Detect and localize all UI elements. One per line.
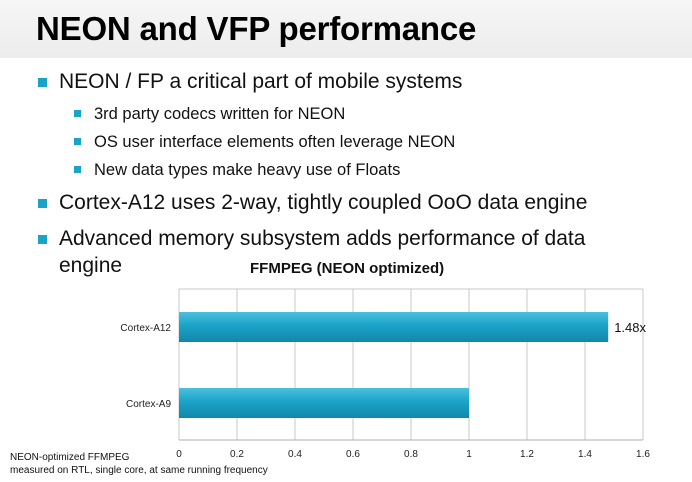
bullet-text: engine	[59, 254, 123, 277]
x-tick-label: 0.4	[288, 449, 302, 460]
bullet-item: NEON / FP a critical part of mobile syst…	[38, 69, 462, 95]
sub-bullet-square-icon	[74, 110, 81, 117]
sub-bullet-text: 3rd party codecs written for NEON	[94, 105, 346, 123]
category-label: Cortex-A12	[120, 323, 171, 334]
sub-bullet-item: New data types make heavy use of Floats	[74, 160, 400, 180]
x-tick-label: 1.2	[520, 449, 534, 460]
data-label: 1.48x	[614, 320, 646, 335]
sub-bullet-text: New data types make heavy use of Floats	[94, 161, 401, 179]
bullet-square-icon	[38, 78, 47, 87]
bullet-item: Cortex-A12 uses 2-way, tightly coupled O…	[38, 190, 587, 216]
x-tick-label: 0.6	[346, 449, 360, 460]
footnote-line: NEON-optimized FFMPEG	[10, 452, 130, 463]
chart-labels: 0 0.2 0.4 0.6 0.8 1 1.2 1.4 1.6 Cortex-A12 1.48x Co…	[120, 320, 650, 460]
bar	[179, 388, 469, 418]
bullet-text: Cortex-A12 uses 2-way, tightly coupled O…	[59, 191, 588, 214]
x-tick-label: 1.6	[636, 449, 650, 460]
x-tick-label: 0.2	[230, 449, 244, 460]
footnote-line: measured on RTL, single core, at same ru…	[10, 464, 268, 476]
chart-bars	[179, 312, 609, 418]
bullet-item: Advanced memory subsystem adds performan…	[38, 226, 585, 252]
sub-bullet-square-icon	[74, 166, 81, 173]
sub-bullet-square-icon	[74, 138, 81, 145]
x-tick-label: 0	[176, 449, 182, 460]
x-tick-label: 1	[466, 449, 472, 460]
slide-title: NEON and VFP performance	[36, 10, 477, 47]
bullet-text: Advanced memory subsystem adds performan…	[59, 227, 586, 250]
bar	[179, 312, 609, 342]
title-bar	[0, 0, 692, 58]
sub-bullet-text: OS user interface elements often leverag…	[94, 133, 456, 151]
sub-bullet-item: 3rd party codecs written for NEON	[74, 104, 345, 124]
sub-bullet-item: OS user interface elements often leverag…	[74, 132, 455, 152]
x-tick-label: 0.8	[404, 449, 418, 460]
x-tick-label: 1.4	[578, 449, 592, 460]
footnote: NEON-optimized FFMPEG measured on RTL, s…	[10, 452, 268, 477]
bullet-square-icon	[38, 199, 47, 208]
category-label: Cortex-A9	[126, 399, 171, 410]
bullet-text: NEON / FP a critical part of mobile syst…	[59, 70, 463, 93]
bullet-square-icon	[38, 235, 47, 244]
bullet-continuation: engine	[59, 253, 122, 279]
chart-title: FFMPEG (NEON optimized)	[250, 260, 445, 277]
